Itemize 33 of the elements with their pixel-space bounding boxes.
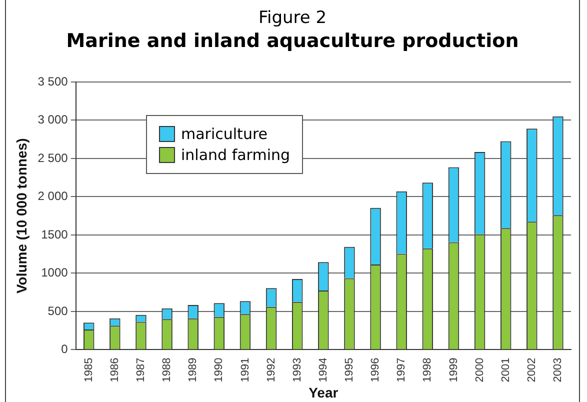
x-tick-label: 1994: [317, 358, 330, 382]
x-tick-label: 2000: [474, 358, 486, 382]
x-tick-label: 1986: [108, 358, 121, 382]
y-tick-label: 2 500: [38, 150, 68, 165]
x-axis-title: Year: [308, 384, 339, 400]
x-tick-label: 1996: [370, 358, 382, 382]
y-axis-title: Volume (10 000 tonnes): [13, 138, 30, 294]
legend-label: inland farming: [181, 146, 290, 164]
x-tick-label: 1990: [213, 358, 226, 382]
y-tick-label: 3 000: [38, 112, 68, 127]
y-tick-label: 1000: [41, 266, 68, 280]
x-tick-label: 1997: [396, 358, 408, 382]
x-tick-label: 1999: [448, 358, 460, 382]
x-tick-label: 1992: [265, 358, 278, 382]
x-tick-label: 1998: [422, 358, 434, 382]
x-tick-label: 2001: [500, 358, 512, 382]
x-tick-label: 1985: [82, 358, 95, 382]
legend-label: mariculture: [181, 125, 268, 143]
y-tick-label: 1500: [41, 227, 68, 242]
y-tick-label: 3 500: [38, 74, 68, 88]
x-tick-label: 1995: [344, 358, 356, 382]
y-tick-label: 2 000: [38, 189, 68, 204]
x-tick-label: 1991: [239, 358, 252, 382]
x-tick-label: 1988: [161, 358, 174, 382]
chart-subtitle: Figure 2: [257, 8, 328, 28]
x-tick-label: 1989: [187, 358, 200, 382]
x-tick-label: 1987: [135, 358, 148, 382]
y-tick-label: 500: [48, 304, 68, 318]
y-tick-label: 0: [61, 342, 68, 356]
x-tick-label: 1993: [291, 358, 304, 382]
x-tick-label: 2003: [552, 358, 564, 382]
x-tick-label: 2002: [526, 358, 538, 382]
chart-title: Marine and inland aquaculture production: [65, 30, 520, 52]
